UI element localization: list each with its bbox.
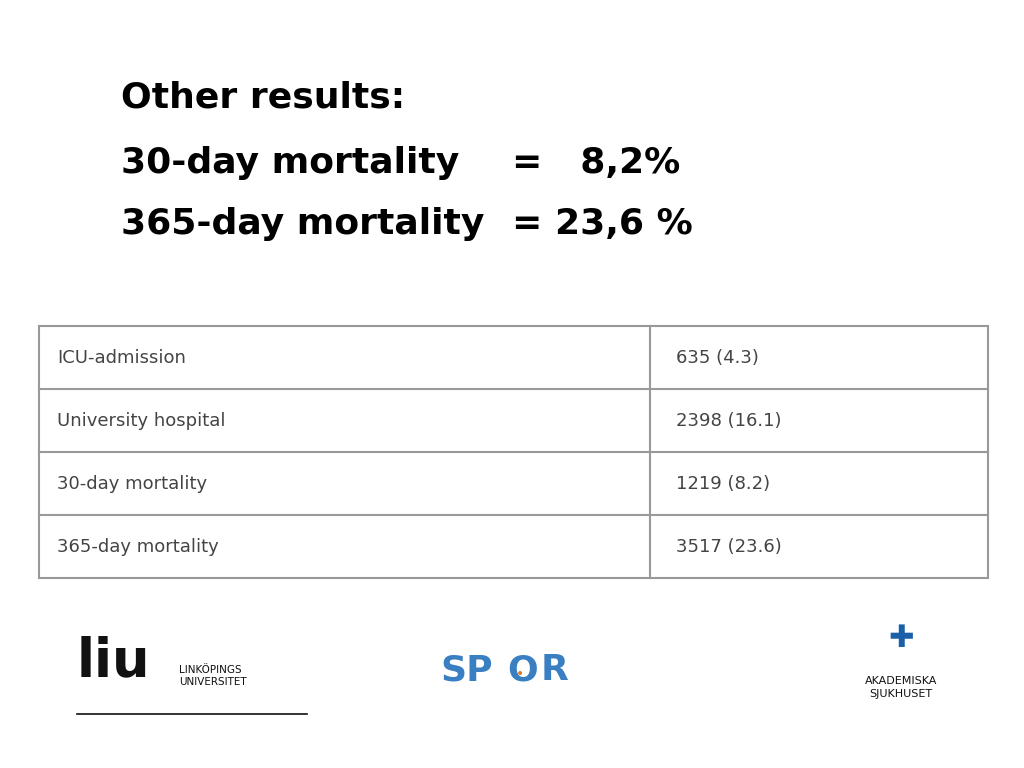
Text: 1219 (8.2): 1219 (8.2) [676,475,770,493]
Text: ICU-admission: ICU-admission [57,349,186,367]
Text: liu: liu [77,635,151,687]
Text: = 23,6 %: = 23,6 % [512,207,693,241]
Text: 30-day mortality: 30-day mortality [57,475,208,493]
Text: University hospital: University hospital [57,412,226,430]
Text: SP: SP [440,654,493,687]
Text: Other results:: Other results: [121,81,404,114]
Text: 635 (4.3): 635 (4.3) [676,349,759,367]
Text: =   8,2%: = 8,2% [512,146,680,180]
Text: LINKÖPINGS
UNIVERSITET: LINKÖPINGS UNIVERSITET [179,665,247,687]
Text: O: O [507,654,538,687]
Text: ✚: ✚ [889,624,913,653]
Text: 3517 (23.6): 3517 (23.6) [676,538,781,556]
Text: 30-day mortality: 30-day mortality [121,146,459,180]
Text: 365-day mortality: 365-day mortality [121,207,484,241]
Text: 2398 (16.1): 2398 (16.1) [676,412,781,430]
Text: 365-day mortality: 365-day mortality [57,538,219,556]
Text: R: R [541,654,568,687]
Text: AKADEMISKA
SJUKHUSET: AKADEMISKA SJUKHUSET [865,677,937,699]
Bar [39,326,988,578]
Text: •: • [516,667,524,681]
